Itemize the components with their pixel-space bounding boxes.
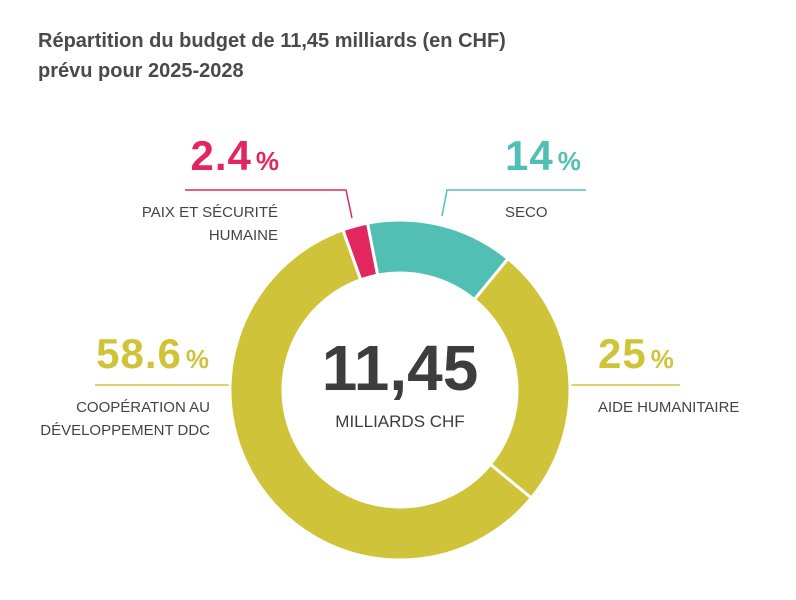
category-label: COOPÉRATION AU DÉVELOPPEMENT DDC: [40, 399, 210, 439]
percent-unit: %: [557, 146, 582, 176]
percent-value: 58.6: [96, 330, 182, 377]
percent-label: 2.4%: [190, 132, 280, 180]
percent-unit: %: [255, 146, 280, 176]
percent-label: 58.6%: [96, 330, 210, 378]
donut-segment: [472, 256, 572, 501]
leader-line: [185, 189, 353, 219]
percent-unit: %: [650, 344, 675, 374]
percent-unit: %: [185, 344, 210, 374]
leader-line: [441, 189, 586, 217]
percent-value: 2.4: [190, 132, 252, 179]
center-value: 11,45: [322, 332, 479, 404]
donut-segment: [365, 218, 511, 302]
category-label: SECO: [505, 204, 548, 221]
percent-value: 25: [598, 330, 647, 377]
center-label: MILLIARDS CHF: [335, 412, 464, 431]
chart-subtitle: prévu pour 2025-2028: [38, 60, 244, 82]
percent-value: 14: [505, 132, 554, 179]
category-label: PAIX ET SÉCURITÉ HUMAINE: [141, 204, 278, 244]
chart-title: Répartition du budget de 11,45 milliards…: [38, 30, 506, 52]
donut-segment: [228, 227, 534, 562]
percent-label: 14%: [505, 132, 582, 180]
category-label: AIDE HUMANITAIRE: [598, 399, 740, 416]
percent-label: 25%: [598, 330, 675, 378]
